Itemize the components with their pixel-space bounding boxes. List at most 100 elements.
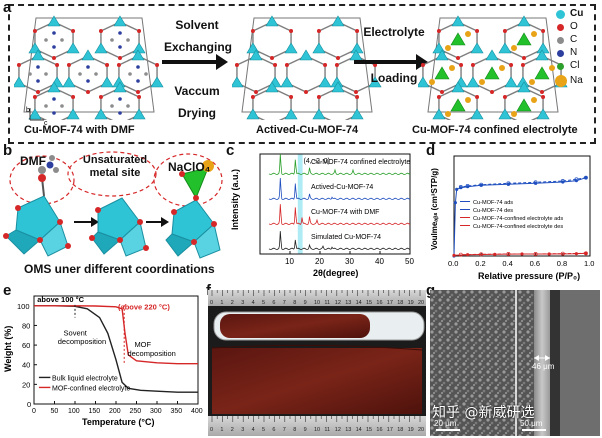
cu-polyhedron [28, 108, 42, 120]
cu-polyhedron [535, 49, 549, 61]
axis-c-letter: c [44, 120, 48, 126]
ruler-number: 18 [397, 300, 403, 306]
dmf-atom [52, 45, 56, 49]
oxygen-atom [137, 95, 142, 99]
oxygen-atom [323, 63, 328, 67]
isotherm-point [452, 253, 456, 257]
axis-b-letter: b [26, 107, 30, 114]
caption-actived: Actived-Cu-MOF-74 [256, 124, 359, 136]
isotherm-chart: 0.0 0.2 0.4 0.6 0.8 1.0 Cu-MOF-74 ads Cu-MOF-74… [430, 155, 594, 281]
x-tick-label: 0.6 [530, 259, 540, 268]
oxygen-atom [116, 63, 121, 67]
ruler-number: 1 [220, 427, 223, 433]
x-tick-label: 0.4 [502, 259, 512, 268]
tga-chart: 0 50 100 150 200 250 300 350 400 0 20 40 60 80 100 abov… [3, 295, 203, 427]
legend-cu: Cu [556, 8, 596, 21]
isotherm-point [506, 181, 511, 186]
dmf-atom [144, 72, 148, 76]
x-axis-label: Temperature (°C) [82, 417, 154, 427]
cluster-2 [89, 197, 149, 257]
y-axis-label: Voulmeₐᵦₛ (cm³STP/g) [430, 168, 439, 250]
oxygen-atom [316, 95, 321, 99]
legend-o-label: O [570, 21, 578, 32]
isotherm-point [584, 176, 588, 180]
cu-polyhedron [94, 42, 108, 54]
dmf-atom [52, 111, 56, 115]
panel-b-label: b [3, 142, 13, 159]
annotation-mof-2: decomposition [127, 349, 175, 358]
ruler-number: 5 [262, 300, 265, 306]
scale-bar-right: 50 μm [520, 419, 543, 428]
ruler-number: 8 [293, 427, 296, 433]
y-tick-label: 40 [22, 361, 30, 370]
oxygen-atom [456, 56, 460, 60]
dmf-atom [44, 72, 48, 76]
ruler-number: 11 [324, 300, 330, 306]
oxygen-atom [334, 63, 339, 67]
xrd-series-line [268, 231, 411, 250]
isotherm-point [583, 175, 588, 180]
ruler-number: 17 [387, 427, 393, 433]
x-axis-label: 2θ(degree) [313, 268, 358, 278]
na-atom [499, 65, 505, 71]
cu-polyhedron [498, 42, 512, 54]
cu-polyhedron [466, 76, 480, 88]
dmf-atom [136, 65, 140, 69]
ruler-number: 20 [418, 427, 424, 433]
oxygen-atom [270, 56, 274, 60]
plot-frame [259, 153, 411, 255]
oxygen-atom [250, 95, 255, 99]
panel-e-label: e [3, 282, 12, 299]
ruler-number: 13 [345, 300, 351, 306]
oxygen-atom [436, 29, 441, 33]
ruler-number: 6 [272, 300, 275, 306]
panel-a-label: a [3, 0, 12, 16]
legend-na: Na [555, 73, 596, 89]
clo4-tetrahedron [516, 98, 532, 112]
ruler-number: 18 [397, 427, 403, 433]
ruler-number: 10 [314, 427, 320, 433]
legend-c-label: C [570, 34, 578, 45]
legend-entry: Cu-MOF-74 ads [473, 200, 513, 206]
cu-polyhedron [504, 76, 518, 88]
oxygen-atom [98, 95, 103, 99]
legend-cl-label: Cl [570, 60, 580, 71]
cu-dot-icon [556, 10, 565, 19]
na-atom [429, 79, 435, 85]
cl-dot-icon [557, 63, 564, 70]
legend-cu-label: Cu [570, 8, 584, 19]
x-tick-label: 300 [150, 408, 162, 415]
cu-polyhedron [536, 108, 550, 120]
oxygen-atom [540, 90, 544, 94]
cu-polyhedron [517, 15, 531, 27]
isotherm-point [453, 201, 457, 205]
step1-line-4: Drying [177, 106, 216, 120]
ruler-number: 9 [304, 300, 307, 306]
x-tick-label: 50 [51, 408, 59, 415]
na-atom [531, 31, 537, 37]
ruler-number: 15 [366, 300, 372, 306]
isotherm-point [574, 177, 579, 182]
isotherm-point [465, 184, 470, 188]
step1-line-2: Exchanging [164, 40, 233, 54]
na-atom [445, 111, 451, 117]
na-atom [465, 97, 471, 103]
oxygen-atom [459, 63, 464, 67]
isotherm-point [506, 252, 511, 256]
y-tick-label: 20 [22, 380, 30, 389]
xrd-series-label: Cu-MOF-74 with DMF [311, 209, 379, 216]
oxygen-atom [71, 29, 76, 33]
ruler-number: 6 [272, 427, 275, 433]
ruler-number: 1 [220, 300, 223, 306]
y-tick-label: 80 [22, 321, 30, 330]
caption-confined: Cu-MOF-74 confined electrolyte [412, 124, 578, 136]
x-tick-label: 0 [32, 408, 36, 415]
sem-image: 46 μm 20 μm 50 μm [430, 290, 600, 436]
oxygen-atom [502, 29, 507, 33]
dmf-atom [52, 97, 56, 101]
cu-polyhedron [368, 76, 382, 88]
isotherm-point [533, 252, 538, 256]
ruler-number: 3 [241, 427, 244, 433]
oxygen-atom [55, 63, 60, 67]
